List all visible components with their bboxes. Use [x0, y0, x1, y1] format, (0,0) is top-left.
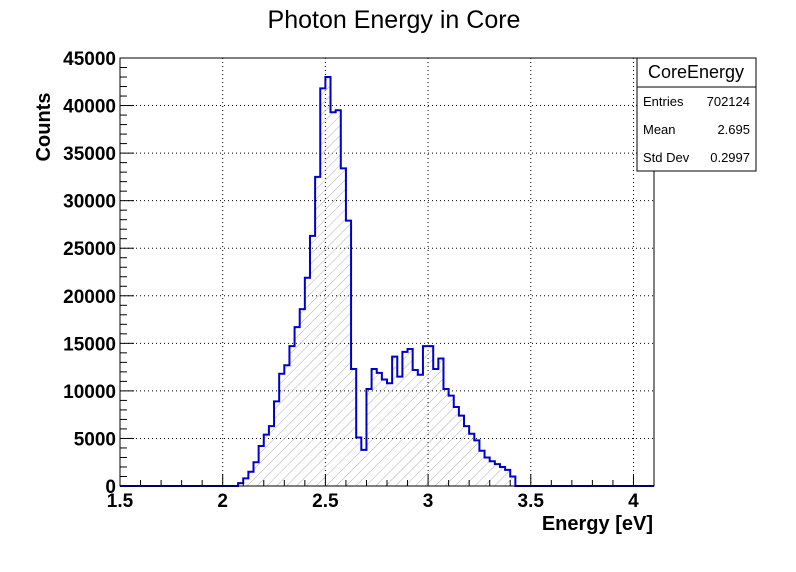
x-tick-label-2: 2.5 [312, 491, 339, 512]
y-tick-label-6: 30000 [63, 192, 116, 213]
y-tick-label-0: 0 [105, 477, 116, 498]
stats-mean-value: 2.695 [717, 122, 750, 137]
stats-entries-label: Entries [643, 94, 684, 109]
axis-ticks: 1.5 2 2.5 3 3.5 4 0 5000 10000 15000 20000 25000 300… [63, 49, 655, 512]
y-tick-label-5: 25000 [63, 239, 116, 260]
stats-entries-value: 702124 [707, 94, 750, 109]
x-tick-label-5: 4 [628, 491, 639, 512]
y-tick-label-3: 15000 [63, 334, 116, 355]
y-tick-label-1: 5000 [74, 429, 116, 450]
y-tick-label-4: 20000 [63, 287, 116, 308]
x-tick-label-0: 1.5 [107, 491, 134, 512]
y-axis-label: Counts [33, 93, 55, 162]
x-axis-label: Energy [eV] [542, 513, 653, 535]
stats-stddev-value: 0.2997 [710, 150, 750, 165]
y-tick-label-2: 10000 [63, 382, 116, 403]
chart-title: Photon Energy in Core [268, 6, 521, 34]
stats-stddev-label: Std Dev [643, 150, 690, 165]
stats-box: CoreEnergy Entries 702124 Mean 2.695 Std… [636, 57, 757, 172]
stats-box-title: CoreEnergy [648, 62, 744, 82]
y-tick-label-9: 45000 [63, 49, 116, 70]
histogram-fill [238, 77, 536, 487]
x-tick-label-1: 2 [217, 491, 228, 512]
x-tick-label-4: 3.5 [518, 491, 545, 512]
x-tick-label-3: 3 [423, 491, 434, 512]
y-tick-label-8: 40000 [63, 97, 116, 118]
y-tick-label-7: 35000 [63, 144, 116, 165]
histogram-outline [120, 76, 654, 487]
stats-mean-label: Mean [643, 122, 676, 137]
